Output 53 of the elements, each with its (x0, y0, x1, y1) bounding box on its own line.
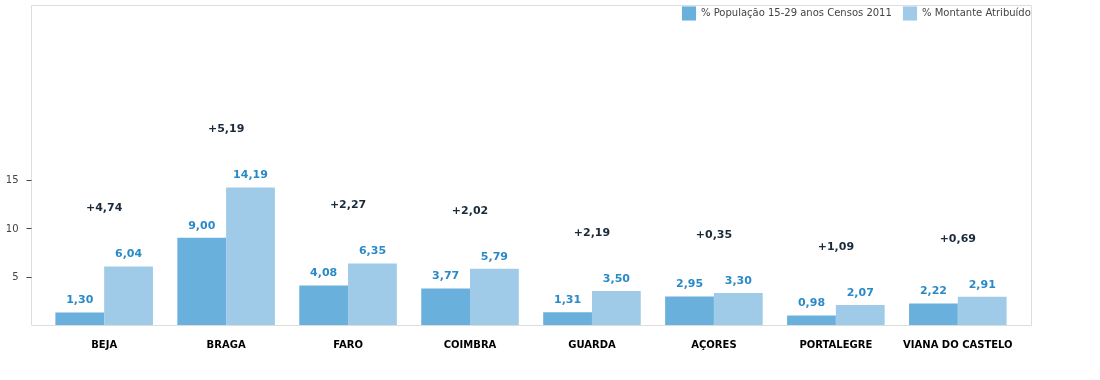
bar (421, 288, 471, 325)
data-label: 3,50 (602, 272, 631, 286)
data-label: 3,77 (432, 269, 460, 283)
x-tick-label: BEJA (91, 338, 118, 350)
legend-label: % Montante Atribuído (922, 7, 1031, 19)
data-label: 2,07 (846, 285, 874, 299)
data-label: 9,00 (188, 218, 216, 232)
bar (787, 315, 836, 325)
bar (835, 304, 885, 325)
annotation: +2,19 (573, 225, 611, 239)
annotation: +2,02 (451, 203, 489, 217)
annotation: +2,27 (329, 198, 367, 212)
data-label: 5,79 (480, 249, 508, 263)
bar (909, 303, 958, 325)
annotation: +1,09 (817, 239, 855, 253)
x-tick-label: BRAGA (206, 338, 246, 350)
data-label: 2,22 (919, 284, 948, 298)
bar (104, 266, 153, 325)
data-label: 3,30 (724, 274, 753, 287)
bar (226, 187, 275, 325)
bar (299, 285, 349, 325)
x-tick-label: VIANA DO CASTELO (903, 338, 1013, 350)
data-label: 4,08 (310, 266, 338, 280)
bar (591, 291, 641, 325)
y-tick-label: 10 (5, 222, 19, 234)
x-tick-label: GUARDA (568, 338, 616, 350)
annotation: +4,74 (85, 201, 123, 215)
bar (348, 263, 397, 325)
annotation: +0,35 (695, 227, 733, 241)
data-label: 6,35 (358, 244, 387, 258)
data-label: 0,98 (797, 296, 826, 310)
data-label: 1,31 (554, 293, 582, 307)
y-tick-label: 5 (12, 271, 19, 283)
data-label: 14,19 (233, 168, 268, 182)
y-tick-label: 15 (5, 174, 19, 186)
bar (55, 312, 105, 325)
legend-label: % População 15-29 anos Censos 2011 (701, 7, 892, 19)
bar (713, 293, 763, 325)
data-label: 2,95 (675, 277, 704, 291)
x-tick-label: FARO (333, 338, 363, 350)
data-label: 1,30 (66, 293, 94, 307)
bar (957, 296, 1007, 325)
bar (177, 237, 227, 325)
bar (543, 312, 592, 325)
x-tick-label: COIMBRA (443, 338, 497, 350)
bar (470, 268, 519, 325)
data-label: 2,91 (968, 277, 996, 291)
x-tick-label: AÇORES (691, 338, 737, 350)
bar (665, 296, 714, 325)
data-label: 6,04 (114, 247, 143, 261)
annotation: +5,19 (207, 122, 245, 136)
annotation: +0,69 (939, 231, 977, 245)
x-tick-label: PORTALEGRE (799, 338, 873, 350)
